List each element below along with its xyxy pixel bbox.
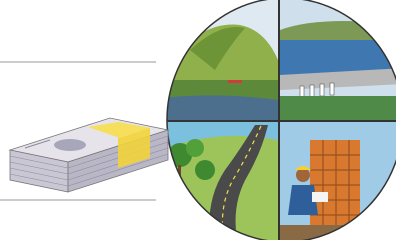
illustration bbox=[0, 0, 396, 240]
scene-dam bbox=[280, 0, 396, 120]
scene-road bbox=[160, 122, 278, 240]
money-stack bbox=[10, 118, 168, 192]
scene-building bbox=[280, 122, 396, 240]
scene-circle bbox=[160, 0, 396, 240]
page bbox=[0, 0, 396, 240]
